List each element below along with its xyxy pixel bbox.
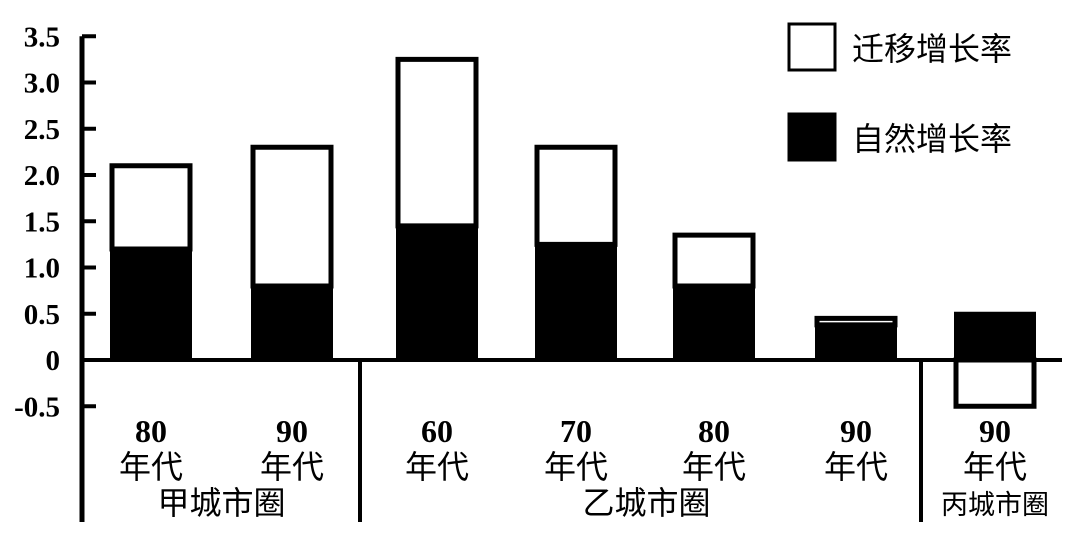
y-tick-label: -0.5 bbox=[14, 391, 60, 423]
x-category-decade: 70 bbox=[560, 413, 592, 449]
x-category-unit: 年代 bbox=[824, 448, 888, 486]
y-tick-label: 1.5 bbox=[24, 206, 60, 238]
bar-natural-growth bbox=[673, 284, 755, 362]
bar-migration-growth bbox=[250, 144, 334, 289]
legend-label-natural: 自然增长率 bbox=[852, 120, 1012, 158]
x-category-unit: 年代 bbox=[544, 448, 608, 486]
bar-migration-growth bbox=[814, 315, 898, 328]
x-category-decade: 90 bbox=[840, 413, 872, 449]
y-tick-label: 0.5 bbox=[24, 299, 60, 331]
bar-natural-growth bbox=[251, 284, 333, 362]
x-category-unit: 年代 bbox=[963, 448, 1027, 486]
y-tick-label: 0 bbox=[46, 345, 61, 377]
bar-migration-growth bbox=[109, 163, 193, 252]
y-tick-label: 3.5 bbox=[24, 21, 60, 53]
bar-natural-growth bbox=[815, 322, 897, 363]
x-group-label: 甲城市圈 bbox=[157, 484, 285, 522]
x-category-decade: 80 bbox=[135, 413, 167, 449]
x-category-unit: 年代 bbox=[260, 448, 324, 486]
x-group-label: 丙城市圈 bbox=[941, 490, 1049, 521]
bar-migration-growth bbox=[672, 232, 756, 289]
x-category-decade: 90 bbox=[276, 413, 308, 449]
x-category-unit: 年代 bbox=[405, 448, 469, 486]
x-category-unit: 年代 bbox=[119, 448, 183, 486]
bar-migration-growth bbox=[534, 144, 618, 247]
x-category-decade: 60 bbox=[421, 413, 453, 449]
legend-swatch-migration bbox=[787, 22, 837, 72]
y-tick-label: 2.0 bbox=[24, 160, 60, 192]
bar-natural-growth bbox=[110, 247, 192, 362]
x-group-label: 乙城市圈 bbox=[582, 484, 710, 522]
legend-swatch-natural bbox=[787, 112, 837, 162]
y-tick-label: 2.5 bbox=[24, 114, 60, 146]
y-tick-label: 3.0 bbox=[24, 68, 60, 100]
bar-natural-growth bbox=[535, 242, 617, 362]
y-tick-label: 1.0 bbox=[24, 253, 60, 285]
bar-natural-growth bbox=[396, 223, 478, 362]
legend-label-migration: 迁移增长率 bbox=[852, 30, 1012, 68]
bar-natural-growth bbox=[954, 311, 1036, 362]
bar-migration-growth bbox=[395, 56, 479, 229]
x-category-decade: 80 bbox=[698, 413, 730, 449]
x-category-unit: 年代 bbox=[682, 448, 746, 486]
bar-migration-growth bbox=[953, 357, 1037, 409]
x-category-decade: 90 bbox=[979, 413, 1011, 449]
